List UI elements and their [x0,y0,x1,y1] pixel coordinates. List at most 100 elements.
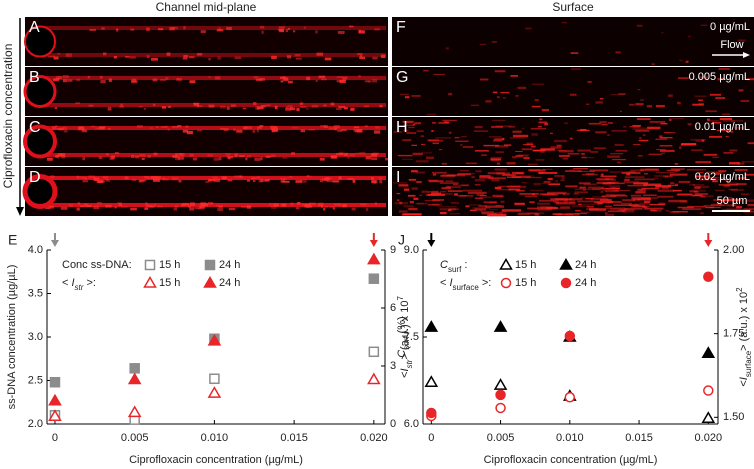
streak [450,201,460,204]
streak [480,78,489,81]
streak [660,122,668,125]
speck [263,179,269,182]
streak [746,78,754,81]
streak [692,103,704,106]
streak [435,137,452,139]
speck [166,52,171,56]
streak [630,204,646,208]
streak [637,198,651,201]
streak [694,190,707,192]
speck [178,179,182,183]
streak [472,207,491,210]
speck [236,129,243,133]
streak [595,178,610,180]
speck [100,80,106,84]
streak [438,149,443,151]
speck [146,204,154,208]
streak [699,178,710,181]
speck [158,28,164,31]
point [424,320,439,332]
speck [157,205,163,208]
streak [412,123,416,126]
text-part: < [440,277,449,289]
streak [625,182,633,184]
text-part: str [75,283,84,292]
streak [555,180,559,183]
speck [233,128,236,131]
x-tick-label: 0.005 [121,432,149,444]
streak [489,209,499,211]
speck [171,125,179,128]
y-tick-label: 2.5 [28,374,43,386]
legend-symbol [204,259,216,271]
speck [258,179,263,183]
streak [745,173,754,176]
speck [96,180,103,183]
streak [725,179,729,181]
streak [699,172,704,174]
streak [494,70,506,73]
y-tick-label: 2.0 [28,418,43,430]
streak [396,199,400,201]
speck [270,126,278,130]
speck [96,202,102,205]
streak [651,63,655,66]
streak [577,200,594,203]
speck [308,128,315,131]
streak [509,137,525,139]
streak [630,194,642,197]
streak [679,200,689,203]
streak [729,149,738,152]
streak [586,173,595,175]
panel-letter: B [29,69,40,86]
speck [146,27,150,31]
streak [663,131,672,134]
streak [440,191,447,193]
streak [474,179,486,182]
speck [306,107,309,110]
streak [708,120,719,122]
point [495,389,506,401]
speck [194,206,201,210]
speck [175,156,180,161]
streak [502,174,514,176]
streak [487,213,507,217]
point [564,391,576,403]
streak [495,151,505,153]
streak [557,213,574,216]
streak [501,209,521,212]
streak [481,212,497,215]
streak [700,195,706,198]
point [703,271,714,283]
streak [741,160,754,163]
speck [208,178,215,182]
legend-symbol [559,258,573,270]
speck [234,56,242,60]
streak [621,172,641,174]
streak [747,203,754,207]
speck [175,153,178,156]
streak [461,184,469,187]
speck [320,179,324,183]
speck [357,53,363,55]
panel-letter: H [396,119,408,136]
speck [129,56,136,59]
text-part: surface [744,350,753,377]
speck [165,77,169,80]
speck [210,202,214,205]
panel-letter: F [396,19,406,36]
speck [226,106,230,110]
streak [448,92,453,96]
streak [592,188,602,190]
streak [672,168,681,171]
streak [660,32,664,34]
text-part: C [396,350,408,358]
streak [515,95,519,97]
streak [403,188,410,191]
streak [517,213,530,216]
streak [578,203,582,206]
streak [525,27,532,30]
streak [416,181,422,183]
streak [719,199,725,202]
right-title: Surface [552,0,594,14]
